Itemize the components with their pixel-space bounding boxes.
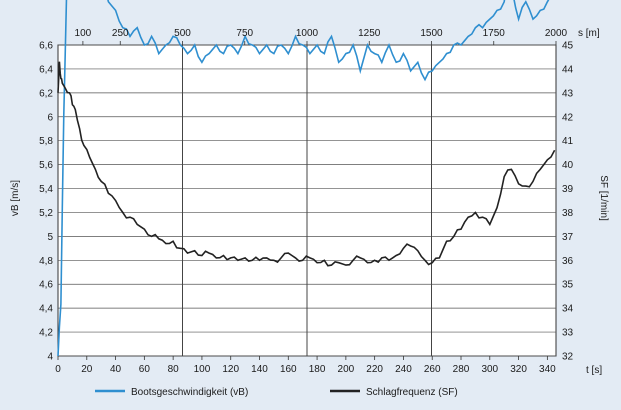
x2-tick-label: 1500 [420, 28, 443, 39]
x2-axis-title: s [m] [578, 28, 600, 39]
x-tick-label: 0 [55, 364, 61, 375]
x-tick-label: 280 [453, 364, 470, 375]
y-tick-label: 5,6 [39, 160, 53, 171]
x2-tick-label: 500 [174, 28, 191, 39]
y2-tick-label: 44 [562, 64, 574, 75]
x-tick-label: 140 [251, 364, 268, 375]
y-tick-label: 4,2 [39, 328, 53, 339]
y2-tick-label: 35 [562, 280, 574, 291]
x-tick-label: 200 [338, 364, 355, 375]
legend: Bootsgeschwindigkeit (vB) Schlagfrequenz … [95, 387, 458, 398]
y2-axis-title: SF [1/min] [598, 175, 609, 221]
x-tick-label: 40 [110, 364, 122, 375]
y-axis-title: vB [m/s] [10, 180, 21, 216]
x2-tick-label: 100 [75, 28, 92, 39]
y2-tick-label: 41 [562, 136, 574, 147]
y2-tick-label: 39 [562, 184, 574, 195]
series-line-boat-speed [57, 0, 550, 357]
y-tick-label: 5,4 [39, 184, 53, 195]
x-tick-label: 320 [510, 364, 527, 375]
x-axis-title: t [s] [586, 365, 602, 376]
y-tick-label: 6,2 [39, 88, 53, 99]
series-line-stroke-rate [57, 61, 556, 267]
y2-tick-label: 43 [562, 88, 574, 99]
y-tick-label: 4,8 [39, 256, 53, 267]
x-tick-label: 260 [424, 364, 441, 375]
x-tick-label: 120 [222, 364, 239, 375]
y-tick-label: 4,4 [39, 304, 53, 315]
y2-tick-label: 33 [562, 328, 574, 339]
x2-tick-label: 2000 [545, 28, 568, 39]
y2-tick-label: 38 [562, 208, 574, 219]
y-tick-label: 4 [47, 352, 53, 363]
x-tick-label: 80 [168, 364, 180, 375]
x-tick-label: 100 [194, 364, 211, 375]
x2-tick-label: 1750 [483, 28, 506, 39]
x-tick-label: 240 [395, 364, 412, 375]
y-tick-label: 4,6 [39, 280, 53, 291]
y2-tick-label: 42 [562, 112, 574, 123]
x-tick-label: 340 [539, 364, 556, 375]
y-tick-label: 5 [47, 232, 53, 243]
y2-tick-label: 32 [562, 352, 574, 363]
y2-tick-label: 34 [562, 304, 574, 315]
x-tick-label: 60 [139, 364, 151, 375]
y2-tick-label: 36 [562, 256, 574, 267]
legend-label-stroke-rate: Schlagfrequenz (SF) [366, 387, 458, 398]
y-tick-label: 6,4 [39, 64, 53, 75]
y2-tick-label: 45 [562, 41, 574, 52]
y-tick-label: 6 [47, 112, 53, 123]
y-tick-label: 5,8 [39, 136, 53, 147]
y-tick-label: 6,6 [39, 41, 53, 52]
y2-tick-label: 40 [562, 160, 574, 171]
x-tick-label: 20 [81, 364, 93, 375]
legend-label-boat-speed: Bootsgeschwindigkeit (vB) [131, 387, 248, 398]
x2-tick-label: 1250 [358, 28, 381, 39]
x-tick-label: 180 [309, 364, 326, 375]
y-tick-label: 5,2 [39, 208, 53, 219]
x-tick-label: 220 [366, 364, 383, 375]
y2-tick-label: 37 [562, 232, 574, 243]
x2-tick-label: 750 [236, 28, 253, 39]
x2-tick-label: 250 [112, 28, 129, 39]
x2-tick-label: 1000 [296, 28, 319, 39]
x-tick-label: 160 [280, 364, 297, 375]
x-tick-label: 300 [481, 364, 498, 375]
